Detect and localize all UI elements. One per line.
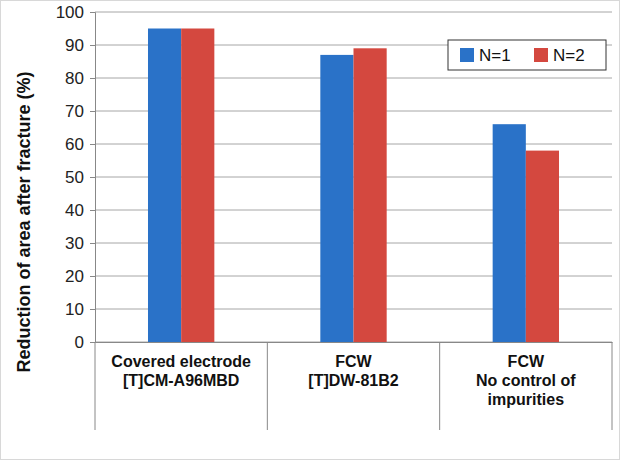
category-label: Covered electrode [T]CM-A96MBD <box>111 353 251 389</box>
category-separators <box>95 342 612 430</box>
tick: 90 <box>65 36 95 55</box>
category-label-line: FCW <box>508 353 545 370</box>
y-axis: 0 10 20 30 40 50 60 70 80 90 100 <box>56 3 96 352</box>
x-axis-line <box>96 342 613 343</box>
separator <box>439 342 440 430</box>
category-label: FCW [T]DW-81B2 <box>308 353 398 389</box>
separator <box>95 342 96 430</box>
tick: FCW No control of impurities <box>476 342 576 408</box>
legend-swatch <box>460 48 474 62</box>
category-label-line: Covered electrode <box>111 353 251 370</box>
tick: 100 <box>56 3 95 22</box>
legend-label: N=1 <box>479 46 511 65</box>
category-label-line: [T]DW-81B2 <box>308 372 398 389</box>
tick: 30 <box>65 234 95 253</box>
tick-mark <box>90 309 95 310</box>
separator <box>612 342 613 430</box>
bar <box>181 29 214 343</box>
tick-label: 50 <box>65 168 84 187</box>
tick-mark <box>90 111 95 112</box>
tick-label: 70 <box>65 102 84 121</box>
tick: Covered electrode [T]CM-A96MBD <box>111 342 251 389</box>
bars <box>148 29 559 343</box>
plot: 0 10 20 30 40 50 60 70 80 90 100 Covered electrode [… <box>56 3 613 430</box>
legend-item: N=1 <box>460 46 511 65</box>
category-label-line: impurities <box>488 391 565 408</box>
tick: 60 <box>65 135 95 154</box>
separator <box>267 342 268 430</box>
tick-label: 20 <box>65 267 84 286</box>
background <box>1 1 620 460</box>
y-axis-line <box>90 13 96 343</box>
tick: 70 <box>65 102 95 121</box>
category-label: FCW No control of impurities <box>476 353 576 408</box>
tick: FCW [T]DW-81B2 <box>308 342 398 389</box>
y-axis-title: Reduction of area after fracture (%) <box>14 71 34 372</box>
tick-mark <box>90 276 95 277</box>
tick-mark <box>90 45 95 46</box>
tick-label: 10 <box>65 300 84 319</box>
tick: 10 <box>65 300 95 319</box>
tick-mark <box>90 210 95 211</box>
bar <box>320 55 353 342</box>
tick-label: 90 <box>65 36 84 55</box>
tick-label: 30 <box>65 234 84 253</box>
category-label-line: No control of <box>476 372 576 389</box>
tick: 80 <box>65 69 95 88</box>
tick-label: 80 <box>65 69 84 88</box>
tick: 50 <box>65 168 95 187</box>
tick-label: 40 <box>65 201 84 220</box>
tick-mark <box>90 78 95 79</box>
tick-label: 0 <box>75 333 84 352</box>
x-axis: Covered electrode [T]CM-A96MBD FCW [T]DW-81… <box>96 342 613 408</box>
tick-mark <box>90 342 95 343</box>
grid-line <box>95 12 612 13</box>
legend-item: N=2 <box>534 46 585 65</box>
legend-box <box>448 40 606 70</box>
tick: 20 <box>65 267 95 286</box>
bar <box>526 151 559 342</box>
legend: N=1 N=2 <box>448 40 606 70</box>
category-label-line: [T]CM-A96MBD <box>123 372 239 389</box>
tick-mark <box>90 144 95 145</box>
tick: 0 <box>75 333 95 352</box>
category-label-line: FCW <box>335 353 372 370</box>
bar <box>493 124 526 342</box>
tick: 40 <box>65 201 95 220</box>
tick-mark <box>90 177 95 178</box>
tick-label: 100 <box>56 3 84 22</box>
chart: 0 10 20 30 40 50 60 70 80 90 100 Covered electrode [… <box>0 0 620 460</box>
tick-mark <box>90 243 95 244</box>
legend-label: N=2 <box>553 46 585 65</box>
bar <box>148 29 181 343</box>
grid <box>95 12 612 342</box>
legend-swatch <box>534 48 548 62</box>
bar <box>354 48 387 342</box>
tick-mark <box>90 12 95 13</box>
tick-label: 60 <box>65 135 84 154</box>
